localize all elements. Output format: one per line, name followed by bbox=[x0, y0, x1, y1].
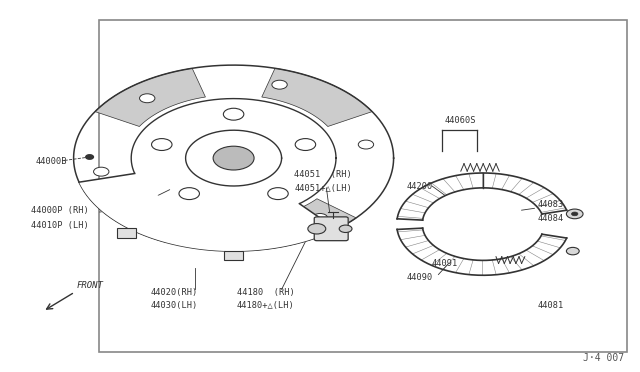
Text: 44051  (RH): 44051 (RH) bbox=[294, 170, 352, 179]
Text: 44180+△(LH): 44180+△(LH) bbox=[237, 301, 294, 310]
Bar bbox=[117, 228, 136, 238]
Circle shape bbox=[339, 225, 352, 232]
Circle shape bbox=[93, 167, 109, 176]
Circle shape bbox=[268, 187, 288, 199]
Text: 44091: 44091 bbox=[432, 259, 458, 267]
Text: 44084: 44084 bbox=[538, 214, 564, 223]
Circle shape bbox=[358, 140, 374, 149]
Polygon shape bbox=[262, 68, 372, 126]
Polygon shape bbox=[83, 180, 188, 243]
Circle shape bbox=[213, 146, 254, 170]
Circle shape bbox=[312, 214, 328, 222]
Text: FRONT: FRONT bbox=[77, 281, 104, 290]
Text: 44051+△(LH): 44051+△(LH) bbox=[294, 184, 352, 193]
Text: 44000P (RH): 44000P (RH) bbox=[31, 206, 88, 215]
Bar bbox=[99, 20, 627, 352]
Circle shape bbox=[308, 224, 326, 234]
Circle shape bbox=[572, 212, 578, 216]
Circle shape bbox=[180, 227, 195, 236]
Text: 44083: 44083 bbox=[538, 200, 564, 209]
Text: 44180  (RH): 44180 (RH) bbox=[237, 288, 294, 296]
Polygon shape bbox=[243, 199, 356, 251]
Text: 44000B: 44000B bbox=[35, 157, 67, 166]
Circle shape bbox=[223, 108, 244, 120]
Polygon shape bbox=[79, 173, 337, 251]
Text: 44060S: 44060S bbox=[445, 116, 476, 125]
Text: 44081: 44081 bbox=[538, 301, 564, 310]
Circle shape bbox=[272, 80, 287, 89]
Text: 44020(RH): 44020(RH) bbox=[150, 288, 198, 296]
Circle shape bbox=[86, 155, 93, 159]
Text: 44030(LH): 44030(LH) bbox=[150, 301, 198, 310]
Circle shape bbox=[140, 94, 155, 103]
Circle shape bbox=[566, 247, 579, 255]
Text: 44010P (LH): 44010P (LH) bbox=[31, 221, 88, 230]
FancyBboxPatch shape bbox=[314, 217, 348, 241]
Bar bbox=[224, 251, 243, 260]
Circle shape bbox=[152, 139, 172, 151]
Circle shape bbox=[295, 139, 316, 151]
Text: 44200: 44200 bbox=[406, 182, 433, 190]
Circle shape bbox=[566, 209, 583, 219]
Text: J·4 007: J·4 007 bbox=[583, 353, 624, 363]
Text: 44090: 44090 bbox=[406, 273, 433, 282]
Polygon shape bbox=[95, 68, 205, 126]
Circle shape bbox=[179, 187, 200, 199]
